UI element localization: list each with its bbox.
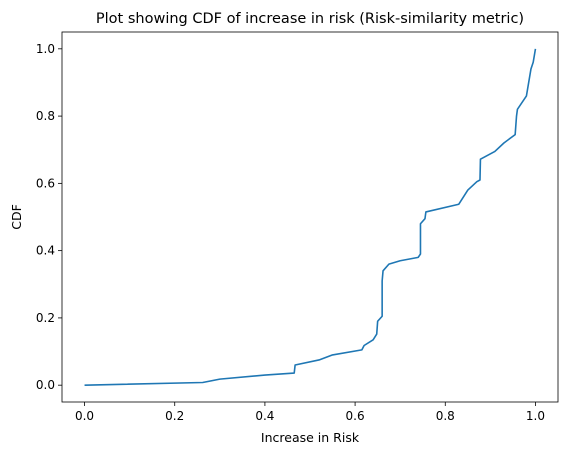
cdf-series-line <box>84 48 537 386</box>
y-tick-label: 0.2 <box>36 311 55 325</box>
x-tick-label: 0.0 <box>75 409 94 423</box>
x-tick-label: 0.2 <box>165 409 184 423</box>
chart-title: Plot showing CDF of increase in risk (Ri… <box>96 11 524 27</box>
y-tick-label: 0.6 <box>36 176 55 190</box>
y-tick-label: 0.0 <box>36 378 55 392</box>
axes-frame <box>61 31 559 403</box>
x-axis-label: Increase in Risk <box>261 430 360 445</box>
x-tick-label: 0.4 <box>255 409 274 423</box>
x-axis-ticks: 0.0 0.2 0.4 0.6 0.8 1.0 <box>75 402 545 423</box>
x-tick-label: 0.8 <box>436 409 455 423</box>
x-tick-label: 1.0 <box>526 409 545 423</box>
plot-area <box>61 31 559 403</box>
y-tick-label: 0.8 <box>36 109 55 123</box>
x-tick-label: 0.6 <box>346 409 365 423</box>
y-axis-ticks: 0.0 0.2 0.4 0.6 0.8 1.0 <box>36 42 62 392</box>
y-tick-label: 0.4 <box>36 244 55 258</box>
y-tick-label: 1.0 <box>36 42 55 56</box>
y-axis-label: CDF <box>9 204 24 230</box>
